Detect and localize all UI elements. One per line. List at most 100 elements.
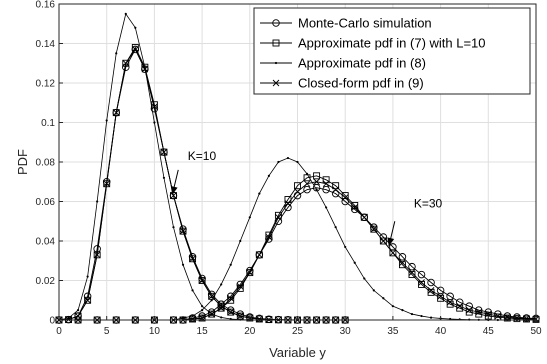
x-tick-label: 45	[483, 326, 495, 337]
data-point	[322, 185, 330, 194]
data-point	[227, 294, 235, 302]
data-point	[465, 306, 473, 314]
data-point	[153, 121, 156, 124]
data-point	[217, 304, 225, 312]
data-point	[227, 296, 235, 304]
data-point	[141, 65, 149, 73]
data-point	[332, 186, 339, 193]
legend-label: Approximate pdf in (8)	[298, 56, 426, 71]
data-point	[322, 176, 330, 184]
data-point	[236, 283, 244, 290]
data-point	[465, 308, 473, 316]
data-point	[351, 204, 359, 211]
data-point	[389, 249, 397, 257]
data-point	[162, 176, 166, 179]
legend: Monte-Carlo simulation Approximate pdf in…	[253, 7, 531, 95]
data-point	[84, 296, 92, 304]
y-tick-label: 0	[49, 316, 55, 327]
data-point	[475, 308, 483, 316]
data-point	[379, 237, 387, 245]
annotation: K=10	[170, 149, 217, 196]
data-point	[410, 312, 414, 316]
axis-ticks: 0 5 10 15 20 25 30 35 40 45 50 0 0.02 0.04 0.06 0.08 0.1…	[36, 0, 542, 337]
annotations-layer: K=10 K=30	[170, 149, 443, 247]
y-tick-label: 0.16	[36, 0, 56, 11]
data-point	[313, 172, 321, 180]
data-point	[456, 304, 464, 312]
data-point	[236, 312, 244, 320]
data-point	[103, 180, 111, 188]
data-point	[96, 200, 99, 203]
data-point	[122, 59, 130, 67]
legend-marker	[272, 79, 280, 87]
data-point	[399, 259, 406, 267]
annotation-label: K=10	[188, 149, 217, 163]
data-point	[303, 185, 311, 194]
data-point	[380, 237, 387, 245]
data-point	[227, 308, 235, 316]
x-tick-label: 35	[387, 326, 399, 337]
y-tick-label: 0.06	[36, 197, 56, 208]
data-point	[360, 213, 368, 221]
data-point	[325, 206, 328, 209]
data-point	[267, 174, 270, 177]
x-tick-label: 25	[292, 326, 304, 337]
data-point	[189, 255, 196, 263]
data-point	[201, 305, 204, 308]
data-point	[208, 292, 215, 300]
data-point	[227, 308, 235, 316]
data-point	[398, 261, 406, 269]
data-point	[494, 312, 502, 320]
data-point	[322, 180, 330, 188]
data-point	[201, 309, 204, 312]
data-point	[391, 305, 394, 308]
legend-marker	[272, 39, 280, 47]
x-tick-label: 50	[530, 326, 542, 337]
data-point	[189, 315, 196, 323]
data-point	[265, 231, 273, 239]
data-point	[255, 251, 263, 259]
data-point	[198, 277, 206, 284]
legend-entry: Approximate pdf in (7) with L=10	[260, 36, 486, 51]
data-point	[296, 160, 299, 164]
data-point	[105, 119, 108, 122]
y-tick-label: 0.14	[36, 39, 56, 50]
annotation-arrow-head	[170, 186, 178, 195]
annotation-label: K=30	[414, 196, 443, 210]
x-tick-label: 20	[244, 326, 256, 337]
y-axis-label: PDF	[15, 149, 30, 175]
data-point	[294, 182, 301, 190]
data-point	[315, 188, 318, 191]
data-point	[417, 270, 426, 279]
data-point	[198, 277, 206, 284]
legend-box	[253, 7, 531, 95]
data-point	[456, 302, 463, 310]
legend-marker	[272, 19, 280, 27]
data-point	[398, 253, 407, 261]
data-point	[208, 310, 216, 318]
data-point	[191, 314, 194, 318]
legend-marker	[274, 61, 278, 65]
data-point	[382, 297, 385, 300]
data-point	[351, 201, 359, 209]
data-point	[160, 148, 168, 156]
data-point	[353, 261, 356, 264]
data-point	[446, 292, 454, 301]
data-point	[124, 12, 127, 15]
data-point	[229, 263, 232, 266]
data-point	[363, 277, 366, 280]
data-point	[160, 148, 168, 156]
legend-entry: Approximate pdf in (8)	[260, 56, 426, 71]
data-point	[132, 46, 139, 53]
data-point	[181, 263, 185, 266]
data-point	[115, 52, 118, 55]
y-tick-label: 0.08	[36, 158, 56, 169]
data-point	[236, 284, 244, 292]
data-point	[112, 109, 120, 116]
x-axis-label: Variable y	[269, 345, 326, 360]
data-point	[303, 180, 311, 188]
data-point	[248, 216, 251, 219]
data-point	[344, 245, 347, 249]
legend-entry: Closed-form pdf in (9)	[260, 76, 424, 91]
